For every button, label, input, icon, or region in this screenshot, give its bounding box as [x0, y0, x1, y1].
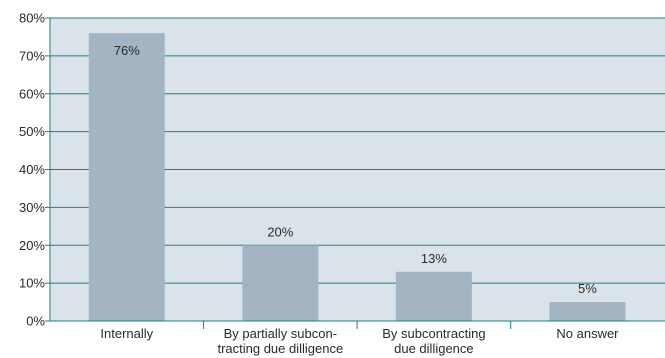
data-label: 20%: [267, 224, 293, 239]
y-tick-label: 70%: [19, 48, 45, 63]
bar: [395, 271, 472, 321]
x-category-label: Internally: [100, 326, 153, 341]
y-tick-label: 10%: [19, 276, 45, 291]
x-axis: Internally By partially subcon-tracting d…: [50, 320, 665, 356]
bars: [88, 33, 626, 322]
y-tick-label: 20%: [19, 238, 45, 253]
y-tick-label: 80%: [19, 11, 45, 26]
data-label: 76%: [114, 43, 140, 58]
x-category-label: By partially subcon-: [224, 326, 337, 341]
x-category-label: tracting due dilligence: [217, 341, 343, 356]
y-tick-label: 50%: [19, 124, 45, 139]
y-tick-label: 40%: [19, 162, 45, 177]
data-labels: 76% 20% 13% 5%: [114, 43, 598, 296]
x-category-label: due dilligence: [394, 341, 474, 356]
data-label: 5%: [578, 281, 597, 296]
bar: [242, 245, 319, 321]
bar: [88, 33, 165, 322]
y-tick-label: 0%: [26, 314, 45, 329]
y-tick-label: 60%: [19, 86, 45, 101]
x-category-label: No answer: [556, 326, 619, 341]
x-category-label: By subcontracting: [382, 326, 485, 341]
bar: [549, 302, 626, 321]
data-label: 13%: [421, 251, 447, 266]
y-tick-label: 30%: [19, 200, 45, 215]
y-axis: 0% 10% 20% 30% 40% 50% 60% 70% 80%: [19, 11, 51, 329]
